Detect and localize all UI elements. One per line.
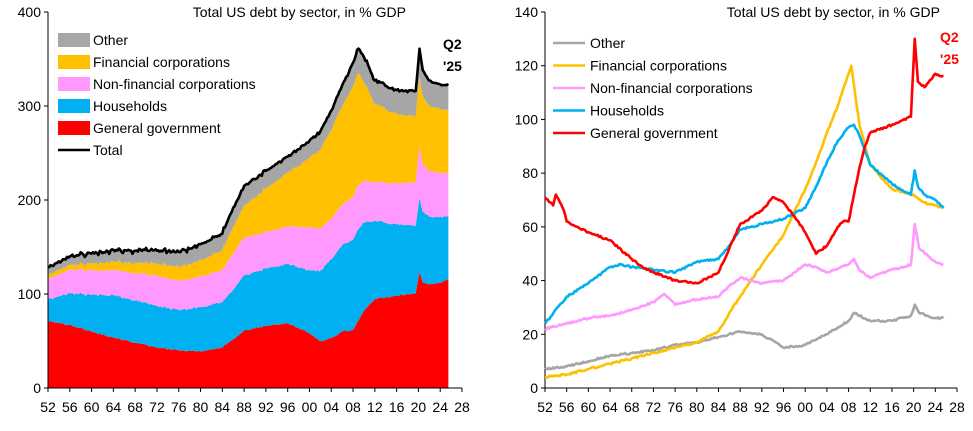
left-x-tick-label: 00	[302, 399, 318, 415]
right-x-tick-label: 76	[667, 399, 683, 415]
left-x-tick-label: 24	[432, 399, 448, 415]
right-x-tick-label: 56	[559, 399, 575, 415]
right-line-non-financial-corporations	[544, 222, 944, 331]
right-x-tick-label: 60	[581, 399, 597, 415]
right-y-tick-label: 40	[522, 273, 538, 289]
left-area-non-financial-corporations	[48, 144, 449, 311]
right-annotation-q2: Q2	[940, 29, 959, 45]
left-stacked-area-chart: 0 100 200 300 400 52 56 60 64 68 72 76 80 84 88 92 96 00 0…	[18, 4, 470, 415]
right-x-tick-label: 52	[537, 399, 553, 415]
right-chart-title: Total US debt by sector, in % GDP	[727, 4, 940, 20]
left-legend: Other Financial corporations Non-financial…	[58, 32, 256, 158]
right-line-general-government	[543, 37, 944, 285]
left-x-tick-label: 84	[215, 399, 231, 415]
left-legend-label-households: Households	[93, 98, 167, 114]
right-x-tick-label: 08	[841, 399, 857, 415]
left-areas	[48, 48, 449, 388]
right-x-tick-label: 04	[819, 399, 835, 415]
left-x-tick-label: 28	[454, 399, 470, 415]
left-y-tick-label: 400	[18, 4, 42, 20]
left-x-tick-label: 64	[106, 399, 122, 415]
right-legend-label-households: Households	[590, 103, 664, 119]
right-x-tick-label: 20	[906, 399, 922, 415]
right-annotation-year: '25	[940, 51, 959, 67]
left-y-tick-label: 300	[18, 98, 42, 114]
right-y-tick-label: 60	[522, 219, 538, 235]
left-x-tick-label: 56	[62, 399, 78, 415]
right-y-tick-label: 100	[515, 111, 539, 127]
right-x-tick-label: 28	[949, 399, 965, 415]
left-x-tick-label: 96	[280, 399, 296, 415]
left-x-tick-label: 08	[345, 399, 361, 415]
left-area-financial-corporations	[48, 73, 449, 282]
left-x-tick-label: 04	[323, 399, 339, 415]
left-legend-swatch-non-financial-corporations	[58, 77, 90, 91]
left-legend-swatch-financial-corporations	[58, 55, 90, 69]
right-x-tick-label: 64	[602, 399, 618, 415]
right-lines	[543, 37, 945, 379]
left-legend-label-total: Total	[93, 142, 123, 158]
left-x-tick-label: 16	[389, 399, 405, 415]
right-legend-label-non-financial-corporations: Non-financial corporations	[590, 80, 753, 96]
left-legend-swatch-households	[58, 99, 90, 113]
right-x-tick-label: 80	[689, 399, 705, 415]
left-area-general-government	[48, 271, 449, 388]
left-x-tick-label: 52	[40, 399, 56, 415]
left-area-households	[48, 197, 449, 352]
right-x-tick-label: 84	[711, 399, 727, 415]
left-x-tick-label: 92	[258, 399, 274, 415]
right-legend-label-general-government: General government	[590, 125, 718, 141]
left-legend-label-other: Other	[93, 32, 128, 48]
right-x-tick-label: 00	[797, 399, 813, 415]
right-x-tick-label: 96	[776, 399, 792, 415]
left-y-tick-label: 100	[18, 286, 42, 302]
left-x-tick-label: 60	[84, 399, 100, 415]
right-y-tick-label: 120	[515, 58, 539, 74]
right-x-tick-label: 88	[732, 399, 748, 415]
left-legend-swatch-general-government	[58, 121, 90, 135]
right-y-tick-label: 140	[515, 4, 539, 20]
right-y-tick-label: 0	[530, 380, 538, 396]
right-x-tick-label: 24	[928, 399, 944, 415]
right-x-tick-label: 68	[624, 399, 640, 415]
right-line-chart: 0 20 40 60 80 100 120 140 52 56 60 64 68 72 76 80 84 88 92…	[515, 4, 965, 415]
right-y-tick-label: 20	[522, 326, 538, 342]
right-x-tick-label: 92	[754, 399, 770, 415]
left-annotation-year: '25	[443, 58, 462, 74]
left-x-tick-label: 88	[236, 399, 252, 415]
right-legend-label-other: Other	[590, 35, 625, 51]
right-line-households	[543, 123, 945, 325]
left-chart-title: Total US debt by sector, in % GDP	[193, 4, 406, 20]
left-legend-label-general-government: General government	[93, 120, 221, 136]
left-x-tick-label: 20	[411, 399, 427, 415]
right-legend-label-financial-corporations: Financial corporations	[590, 58, 727, 74]
left-y-tick-label: 0	[33, 380, 41, 396]
left-legend-swatch-other	[58, 33, 90, 47]
left-x-tick-label: 68	[127, 399, 143, 415]
left-line-total	[47, 47, 450, 269]
left-x-tick-label: 12	[367, 399, 383, 415]
left-x-tick-label: 80	[193, 399, 209, 415]
left-x-tick-label: 76	[171, 399, 187, 415]
right-x-tick-label: 72	[646, 399, 662, 415]
right-y-tick-label: 80	[522, 165, 538, 181]
right-x-tick-label: 12	[862, 399, 878, 415]
right-x-tick-label: 16	[884, 399, 900, 415]
left-legend-label-non-financial-corporations: Non-financial corporations	[93, 76, 256, 92]
left-y-tick-label: 200	[18, 192, 42, 208]
left-annotation-q2: Q2	[443, 36, 462, 52]
left-legend-label-financial-corporations: Financial corporations	[93, 54, 230, 70]
left-x-tick-label: 72	[149, 399, 165, 415]
right-line-other	[544, 303, 945, 371]
right-legend: Other Financial corporations Non-financial…	[553, 35, 753, 141]
